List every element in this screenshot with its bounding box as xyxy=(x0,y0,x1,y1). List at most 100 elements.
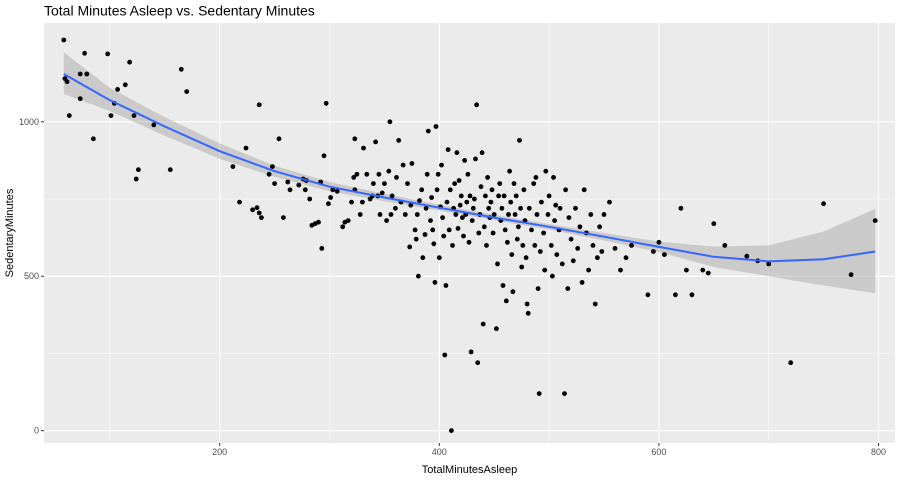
data-point xyxy=(377,212,383,217)
data-point xyxy=(545,212,551,217)
data-point xyxy=(566,215,572,221)
data-point xyxy=(465,171,471,177)
data-point xyxy=(458,193,464,199)
data-point xyxy=(488,199,494,205)
data-point xyxy=(178,66,184,72)
data-point xyxy=(497,181,503,187)
data-point xyxy=(430,227,436,233)
data-point xyxy=(507,168,512,174)
data-point xyxy=(435,171,441,177)
data-point xyxy=(629,243,634,248)
data-point xyxy=(484,243,489,248)
data-point xyxy=(439,162,444,168)
y-tick-label: 0 xyxy=(34,426,39,436)
data-point xyxy=(499,205,505,211)
data-point xyxy=(272,181,277,187)
data-point xyxy=(662,252,667,257)
data-point xyxy=(519,264,525,270)
data-point xyxy=(345,218,351,224)
data-point xyxy=(501,193,507,199)
data-point xyxy=(570,258,576,264)
data-point xyxy=(428,218,433,224)
chart-title: Total Minutes Asleep vs. Sedentary Minut… xyxy=(44,3,315,19)
data-point xyxy=(581,187,587,193)
data-point xyxy=(503,298,509,304)
data-point xyxy=(84,71,90,77)
data-point xyxy=(722,243,728,248)
data-point xyxy=(429,195,434,200)
data-point xyxy=(433,124,439,129)
data-point xyxy=(464,199,470,205)
data-point xyxy=(266,171,272,177)
data-point xyxy=(167,167,173,173)
data-point xyxy=(455,226,461,231)
data-point xyxy=(384,218,389,224)
data-point xyxy=(460,215,465,221)
data-point xyxy=(489,187,495,193)
data-point xyxy=(476,230,482,236)
data-point xyxy=(512,212,518,217)
data-point xyxy=(441,233,447,239)
data-point xyxy=(91,136,96,142)
data-point xyxy=(599,249,605,254)
data-point xyxy=(462,158,467,163)
data-point xyxy=(565,286,571,291)
data-point xyxy=(250,207,256,213)
data-point xyxy=(184,89,190,94)
data-point xyxy=(514,236,520,242)
data-point xyxy=(511,181,517,187)
data-point xyxy=(568,236,574,242)
confidence-ribbon-layer xyxy=(63,52,876,294)
data-point xyxy=(516,224,521,230)
data-point xyxy=(539,199,544,205)
data-point xyxy=(525,310,531,316)
data-point xyxy=(480,321,486,327)
data-point xyxy=(481,224,487,230)
data-point xyxy=(82,50,87,56)
data-point xyxy=(543,168,549,174)
data-point xyxy=(122,82,128,88)
confidence-ribbon xyxy=(63,52,876,294)
data-point xyxy=(575,246,581,251)
data-point xyxy=(434,187,440,193)
data-point xyxy=(77,96,83,102)
data-point xyxy=(766,261,772,267)
data-point xyxy=(115,87,120,92)
data-point xyxy=(237,199,242,205)
data-point xyxy=(554,252,560,257)
data-point xyxy=(400,162,406,168)
data-point xyxy=(407,244,413,250)
data-point xyxy=(276,136,282,142)
data-point xyxy=(420,255,426,261)
data-point xyxy=(453,212,459,217)
data-point xyxy=(467,193,473,199)
smooth-line-layer xyxy=(63,73,876,263)
data-point xyxy=(573,205,578,211)
data-point xyxy=(526,205,532,211)
data-point xyxy=(136,167,141,173)
data-point xyxy=(416,273,421,279)
data-point xyxy=(532,243,538,248)
data-point xyxy=(432,280,438,285)
data-point xyxy=(684,267,689,273)
data-point xyxy=(127,59,132,65)
data-point xyxy=(151,122,157,128)
data-point xyxy=(872,218,878,224)
data-point xyxy=(550,273,555,279)
data-point xyxy=(405,181,410,187)
data-point xyxy=(486,205,492,211)
data-point xyxy=(673,292,678,298)
data-point xyxy=(524,301,530,307)
data-point xyxy=(601,212,607,217)
data-point xyxy=(388,212,394,217)
data-point xyxy=(382,181,387,187)
data-point xyxy=(577,224,583,230)
data-point xyxy=(108,113,114,118)
data-point xyxy=(848,272,854,278)
data-point xyxy=(552,218,557,224)
data-point xyxy=(534,212,540,217)
data-point xyxy=(408,202,414,208)
data-point xyxy=(485,175,490,180)
data-point xyxy=(711,221,717,227)
data-point xyxy=(256,102,262,108)
